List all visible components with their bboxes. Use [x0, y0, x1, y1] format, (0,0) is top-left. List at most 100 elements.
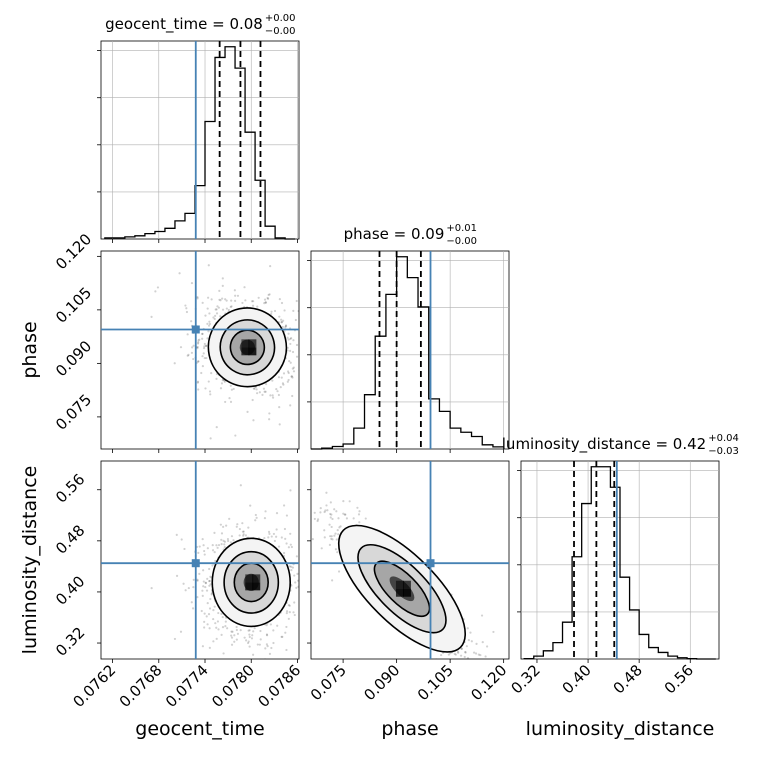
scatter-panel-geocent_time-phase	[97, 250, 300, 453]
sample-point	[293, 601, 296, 604]
sample-point	[154, 290, 157, 293]
sample-point	[234, 294, 237, 297]
sample-point	[210, 372, 213, 375]
sample-point	[210, 298, 213, 301]
sample-point	[215, 425, 218, 429]
sample-point	[247, 526, 250, 529]
sample-point	[204, 314, 207, 317]
sample-point	[221, 284, 224, 287]
sample-point	[296, 572, 299, 575]
x-axis-label-phase: phase	[381, 718, 438, 740]
truth-marker	[191, 325, 200, 334]
sample-point	[264, 301, 267, 304]
x-tick-label: 0.0762	[70, 661, 120, 711]
y-axis-label-luminosity_distance: luminosity_distance	[19, 466, 41, 655]
sample-point	[208, 607, 212, 610]
sample-point	[204, 344, 208, 348]
sample-point	[466, 627, 469, 630]
sample-point	[202, 544, 205, 547]
sample-point	[269, 394, 272, 397]
sample-point	[201, 337, 204, 340]
sample-point	[281, 325, 284, 329]
sample-point	[284, 324, 288, 327]
sample-point	[285, 542, 288, 545]
sample-point	[292, 366, 295, 369]
sample-point	[298, 350, 299, 352]
sample-point	[293, 613, 296, 617]
density-cell	[402, 580, 411, 589]
sample-point	[179, 630, 183, 633]
sample-point	[281, 382, 285, 385]
sample-point	[187, 586, 190, 590]
density-cell	[248, 347, 257, 356]
y-tick-label: 0.40	[52, 572, 88, 608]
sample-point	[250, 300, 254, 303]
sample-point	[328, 523, 331, 526]
sample-point	[229, 400, 233, 403]
sample-point	[230, 388, 233, 391]
sample-point	[283, 527, 287, 531]
sample-point	[292, 611, 295, 614]
sample-point	[204, 585, 207, 589]
sample-point	[239, 629, 242, 632]
sample-point	[232, 387, 235, 391]
sample-point	[305, 586, 307, 588]
sample-point	[295, 586, 298, 589]
sample-point	[287, 603, 290, 607]
sample-point	[472, 669, 474, 671]
sample-point	[285, 610, 289, 613]
sample-point	[246, 410, 249, 414]
sample-point	[235, 625, 238, 629]
sample-point	[290, 565, 293, 568]
sample-point	[263, 536, 266, 540]
sample-point	[223, 543, 226, 546]
sample-point	[265, 634, 269, 637]
sample-point	[277, 545, 281, 548]
sample-point	[300, 499, 302, 501]
sample-point	[491, 714, 493, 716]
sample-point	[201, 365, 204, 368]
sample-point	[196, 596, 199, 599]
sample-point	[263, 517, 267, 520]
sample-point	[235, 525, 238, 528]
sample-point	[288, 604, 291, 607]
sample-point	[244, 639, 248, 642]
sample-point	[537, 684, 539, 686]
sample-point	[456, 650, 460, 653]
sample-point	[183, 547, 186, 551]
sample-point	[219, 523, 222, 526]
sample-point	[225, 307, 228, 310]
sample-point	[272, 641, 275, 645]
sample-point	[338, 526, 341, 529]
sample-point	[291, 367, 294, 370]
sample-point	[335, 510, 338, 513]
sample-point	[270, 646, 273, 650]
sample-point	[289, 342, 292, 346]
sample-point	[331, 538, 334, 541]
x-tick-label: 0.105	[414, 661, 457, 704]
sample-point	[207, 330, 210, 333]
density-cell	[395, 580, 404, 589]
sample-point	[265, 633, 269, 636]
sample-point	[290, 545, 293, 549]
sample-point	[291, 376, 294, 379]
sample-point	[289, 361, 292, 364]
sample-point	[295, 343, 299, 347]
sample-point	[328, 543, 331, 546]
sample-point	[150, 315, 153, 318]
sample-point	[280, 301, 284, 305]
sample-point	[282, 319, 285, 322]
sample-point	[204, 582, 207, 585]
sample-point	[486, 645, 489, 648]
sample-point	[220, 612, 223, 615]
sample-point	[323, 510, 326, 514]
sample-point	[252, 419, 255, 422]
sample-point	[220, 633, 223, 636]
sample-point	[175, 533, 178, 536]
sample-point	[211, 549, 215, 552]
sample-point	[218, 298, 221, 301]
y-tick-label: 0.120	[52, 230, 95, 273]
sample-point	[324, 509, 327, 512]
sample-point	[280, 536, 283, 539]
sample-point	[474, 665, 476, 667]
